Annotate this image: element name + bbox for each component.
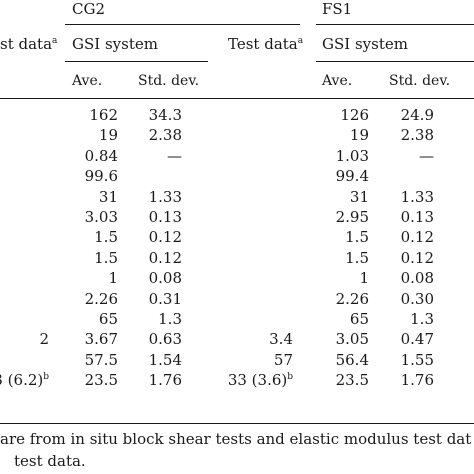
cell-cg2-ave: 99.6 [84, 167, 118, 186]
rule-cg2-gsi [65, 61, 208, 62]
cell-cg2-ave: 3.03 [84, 208, 118, 226]
cell-cg2-ave: 1 [108, 269, 118, 288]
cell-cg2-std-dev: 0.12 [148, 248, 182, 267]
cell-test-data-mid: 3.4 [269, 330, 293, 349]
cell-cg2-ave: 19 [98, 126, 118, 145]
group-header-fs1: FS1 [322, 0, 353, 18]
cell-fs1-std-dev: 1.3 [410, 310, 434, 328]
cell-cg2-std-dev: 0.13 [148, 208, 182, 226]
cell-fs1-ave: 19 [349, 126, 369, 145]
cell-fs1-std-dev: 0.13 [400, 208, 434, 226]
header-test-data-left: st dataa [0, 35, 58, 53]
cell-cg2-ave: 0.84 [84, 146, 118, 165]
cell-fs1-std-dev: 0.30 [400, 289, 434, 308]
cell-fs1-ave: 1 [359, 269, 369, 288]
header-std-dev-fs1: Std. dev. [389, 73, 451, 89]
cell-cg2-std-dev: 0.63 [148, 330, 182, 349]
footnote-line-b: test data. [14, 452, 86, 470]
cell-test-data-left: 2 [39, 330, 49, 349]
cell-cg2-std-dev: 1.76 [148, 371, 182, 390]
cell-fs1-std-dev: — [419, 146, 434, 165]
cell-cg2-std-dev: — [167, 146, 182, 165]
cell-fs1-ave: 2.95 [335, 208, 369, 226]
rule-fs1-gsi [316, 61, 474, 62]
cell-fs1-std-dev: 1.55 [400, 350, 434, 369]
rule-header-bottom [0, 98, 474, 99]
rule-cg2-group [65, 24, 300, 25]
cell-cg2-std-dev: 0.31 [148, 289, 182, 308]
cell-cg2-std-dev: 34.3 [148, 106, 182, 124]
cell-fs1-ave: 31 [349, 187, 369, 206]
cell-fs1-ave: 1.5 [345, 248, 369, 267]
cell-cg2-ave: 1.5 [94, 228, 118, 247]
cell-cg2-std-dev: 0.12 [148, 228, 182, 247]
cell-fs1-ave: 99.4 [335, 167, 369, 186]
cell-fs1-std-dev: 1.76 [400, 371, 434, 390]
cell-cg2-std-dev: 1.54 [148, 350, 182, 369]
cell-cg2-ave: 31 [98, 187, 118, 206]
cell-fs1-std-dev: 0.47 [400, 330, 434, 349]
cell-fs1-ave: 1.5 [345, 228, 369, 247]
cell-fs1-ave: 2.26 [335, 289, 369, 308]
cell-cg2-std-dev: 1.33 [148, 187, 182, 206]
cell-test-data-left: 3 (6.2)b [0, 371, 49, 390]
header-test-data-mid: Test dataa [228, 35, 304, 53]
cell-cg2-ave: 1.5 [94, 248, 118, 267]
header-std-dev-cg2: Std. dev. [138, 73, 200, 89]
cell-fs1-ave: 3.05 [335, 330, 369, 349]
cell-fs1-std-dev: 2.38 [400, 126, 434, 145]
header-gsi-system-fs1: GSI system [322, 35, 408, 53]
cell-cg2-std-dev: 0.08 [148, 269, 182, 288]
header-gsi-system-cg2: GSI system [72, 35, 158, 53]
footnote-line-a: are from in situ block shear tests and e… [0, 430, 472, 448]
cell-fs1-ave: 56.4 [335, 350, 369, 369]
header-ave-cg2: Ave. [72, 73, 103, 89]
cell-fs1-ave: 1.03 [335, 146, 369, 165]
rule-fs1-group [316, 24, 474, 25]
cell-cg2-ave: 2.26 [84, 289, 118, 308]
cell-test-data-mid: 57 [273, 350, 293, 369]
cell-cg2-ave: 57.5 [84, 350, 118, 369]
cell-fs1-ave: 65 [349, 310, 369, 328]
cell-fs1-ave: 126 [340, 106, 369, 124]
cell-cg2-std-dev: 2.38 [148, 126, 182, 145]
cell-test-data-mid: 33 (3.6)b [227, 371, 293, 390]
cell-cg2-std-dev: 1.3 [158, 310, 182, 328]
cell-fs1-std-dev: 0.12 [400, 228, 434, 247]
cell-cg2-ave: 3.67 [84, 330, 118, 349]
cell-fs1-std-dev: 0.08 [400, 269, 434, 288]
cell-fs1-std-dev: 24.9 [400, 106, 434, 124]
cell-fs1-std-dev: 0.12 [400, 248, 434, 267]
rule-table-bottom [0, 423, 474, 424]
cell-cg2-ave: 65 [98, 310, 118, 328]
header-ave-fs1: Ave. [322, 73, 353, 89]
cell-cg2-ave: 162 [89, 106, 118, 124]
cell-fs1-ave: 23.5 [335, 371, 369, 390]
group-header-cg2: CG2 [72, 0, 106, 18]
cell-cg2-ave: 23.5 [84, 371, 118, 390]
cell-fs1-std-dev: 1.33 [400, 187, 434, 206]
